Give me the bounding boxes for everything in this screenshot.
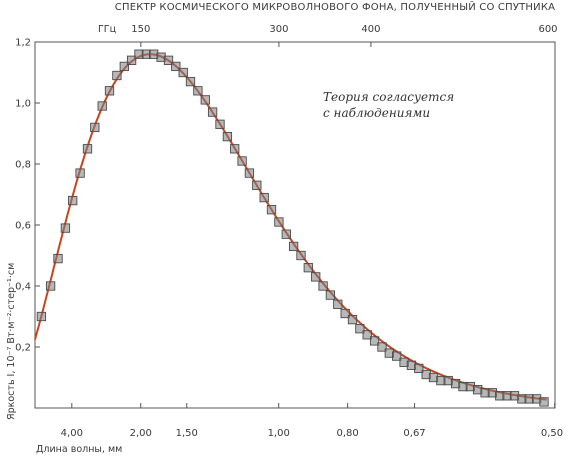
x-tick-label: 1,50: [176, 428, 198, 439]
data-point: [230, 144, 240, 154]
data-point: [414, 363, 424, 374]
y-tick-label: 0,8: [15, 160, 31, 171]
measured-points: [36, 49, 549, 407]
plot-frame: [34, 41, 556, 409]
x-axis: 4,00 2,00 1,50 1,00 0,80 0,67 0,50: [61, 403, 563, 439]
annotation-line-1: Теория согласуется: [323, 90, 454, 104]
data-point: [185, 76, 196, 87]
data-point: [193, 86, 203, 96]
data-point: [244, 168, 255, 178]
top-axis-unit: ГГц: [98, 24, 117, 35]
data-point: [362, 330, 372, 340]
y-tick-label: 0,4: [15, 282, 31, 293]
data-point: [347, 314, 358, 325]
data-point: [163, 55, 174, 65]
data-point: [215, 119, 225, 129]
data-point: [45, 281, 56, 291]
top-axis: 150 300 400 600: [131, 24, 558, 47]
data-point: [207, 107, 218, 117]
data-point: [112, 70, 122, 81]
theory-curve: [34, 53, 547, 401]
data-point: [222, 131, 233, 142]
data-point: [60, 223, 71, 233]
y-axis: 0,2 0,4 0,6 0,8 1,0 1,2: [15, 38, 40, 354]
data-point: [75, 168, 85, 178]
data-point: [281, 229, 291, 239]
y-tick-label: 1,0: [15, 99, 31, 110]
theory-curve-group: [34, 53, 547, 401]
data-point: [97, 101, 107, 111]
data-point: [296, 250, 306, 261]
y-tick-label: 1,2: [15, 38, 31, 49]
data-point: [252, 180, 262, 190]
y-tick-label: 0,2: [15, 343, 31, 354]
x-tick-label: 2,00: [130, 428, 152, 439]
data-point: [340, 308, 350, 319]
data-point: [355, 324, 365, 334]
x-tick-label: 1,00: [268, 428, 290, 439]
top-tick-label: 300: [269, 24, 288, 35]
data-point: [68, 195, 78, 206]
annotation-line-2: с наблюдениями: [323, 106, 430, 120]
data-point: [36, 311, 47, 322]
data-point: [178, 67, 188, 78]
data-point: [171, 61, 181, 72]
data-point: [119, 61, 129, 72]
x-axis-label: Длина волны, мм: [36, 444, 122, 455]
data-point: [539, 397, 549, 407]
data-point: [104, 86, 115, 96]
data-point: [303, 263, 313, 273]
x-tick-label: 0,67: [403, 428, 425, 439]
x-tick-label: 0,50: [541, 428, 563, 439]
data-point: [90, 122, 100, 133]
data-point: [237, 156, 247, 166]
chart-title: СПЕКТР КОСМИЧЕСКОГО МИКРОВОЛНОВОГО ФОНА,…: [115, 0, 555, 13]
x-tick-label: 4,00: [61, 428, 83, 439]
data-point: [325, 290, 336, 300]
data-point: [369, 336, 380, 346]
data-point: [259, 192, 269, 203]
data-point: [377, 342, 387, 352]
data-point: [266, 205, 277, 215]
data-point: [333, 299, 343, 309]
data-point: [288, 241, 299, 252]
top-tick-label: 600: [538, 24, 557, 35]
y-tick-label: 0,6: [15, 221, 31, 232]
data-point: [53, 253, 63, 264]
data-point: [318, 281, 328, 291]
data-point: [126, 55, 137, 65]
data-point: [392, 351, 402, 361]
top-tick-label: 150: [131, 24, 150, 35]
x-tick-label: 0,80: [337, 428, 359, 439]
y-axis-label: Яркость I, 10⁻⁷ Вт·м⁻²·стер⁻¹·см: [6, 263, 17, 420]
data-point: [274, 217, 284, 227]
data-point: [200, 95, 210, 105]
data-point: [311, 272, 321, 282]
top-tick-label: 400: [361, 24, 380, 35]
data-point: [82, 144, 93, 154]
